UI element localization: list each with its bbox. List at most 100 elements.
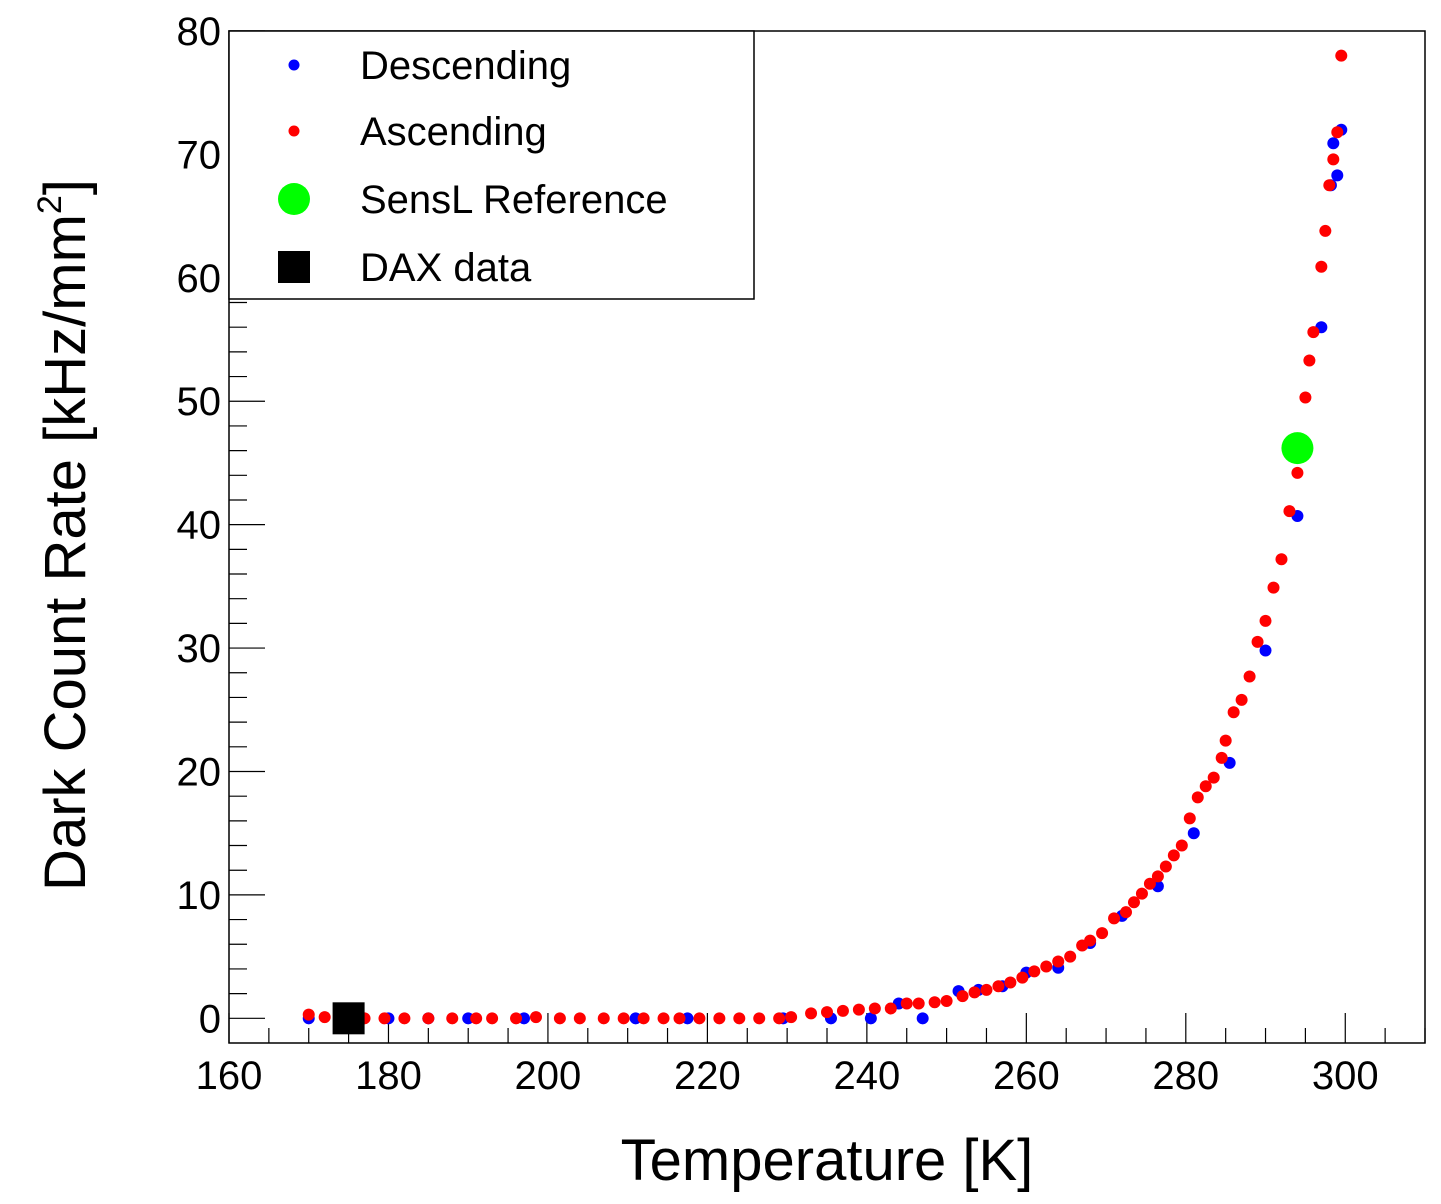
ascending-point xyxy=(912,997,925,1010)
ascending-point xyxy=(1327,153,1340,166)
ascending-point xyxy=(1215,751,1228,764)
ascending-point xyxy=(553,1012,566,1025)
y-tick-label: 20 xyxy=(177,750,222,794)
y-axis-label: Dark Count Rate [kHz/mm2] xyxy=(31,179,98,891)
ascending-point xyxy=(1040,960,1053,973)
ascending-point xyxy=(733,1012,746,1025)
y-tick-label: 60 xyxy=(177,257,222,301)
data-points xyxy=(302,49,1348,1035)
legend-box xyxy=(228,30,755,300)
ascending-point xyxy=(597,1012,610,1025)
ascending-point xyxy=(785,1011,798,1024)
ascending-point xyxy=(446,1012,459,1025)
ascending-point xyxy=(1028,965,1041,978)
ascending-point xyxy=(1323,179,1336,192)
x-tick-label: 240 xyxy=(833,1054,900,1098)
descending-point xyxy=(1327,137,1340,150)
legend-label-sensl: SensL Reference xyxy=(360,178,668,222)
ascending-point xyxy=(486,1012,499,1025)
y-tick-label: 0 xyxy=(199,997,221,1041)
ascending-point xyxy=(968,986,981,999)
ascending-point xyxy=(422,1012,435,1025)
legend-marker-descending xyxy=(288,59,300,71)
ascending-point xyxy=(713,1012,726,1025)
ascending-point xyxy=(821,1006,833,1019)
ascending-point xyxy=(992,980,1005,993)
ascending-point xyxy=(884,1002,897,1015)
ascending-point xyxy=(1004,976,1017,989)
ascending-point xyxy=(637,1012,650,1025)
ascending-point xyxy=(1243,670,1256,683)
ascending-point xyxy=(1319,224,1332,237)
ascending-point xyxy=(1143,877,1156,890)
ascending-point xyxy=(1084,934,1097,947)
descending-point xyxy=(1331,169,1344,182)
ascending-point xyxy=(1108,912,1121,925)
ascending-point xyxy=(1267,581,1280,594)
x-axis: 160 180 200 220 240 260 280 300 xyxy=(196,1013,1426,1098)
ascending-point xyxy=(318,1011,331,1024)
ascending-point xyxy=(1096,927,1109,940)
ascending-point xyxy=(1191,791,1204,804)
x-tick-label: 220 xyxy=(674,1054,741,1098)
ascending-point xyxy=(956,990,969,1003)
ascending-point xyxy=(836,1004,849,1017)
legend-label-descending: Descending xyxy=(360,44,571,88)
descending-point xyxy=(1187,827,1200,840)
legend-label-dax: DAX data xyxy=(360,246,532,290)
ascending-point xyxy=(1259,614,1272,627)
ascending-point xyxy=(470,1012,483,1025)
y-axis-label-sup: 2 xyxy=(31,195,69,214)
ascending-point xyxy=(980,983,993,996)
y-axis: 0 10 20 30 40 50 60 70 80 xyxy=(177,10,265,1041)
ascending-point xyxy=(852,1003,865,1016)
ascending-point xyxy=(573,1012,586,1025)
ascending-point xyxy=(1219,734,1232,747)
ascending-point xyxy=(1335,49,1348,62)
ascending-point xyxy=(1235,693,1248,706)
sensl-reference-point xyxy=(1281,432,1314,465)
ascending-point xyxy=(673,1012,686,1025)
x-tick-label: 260 xyxy=(993,1054,1060,1098)
x-tick-label: 160 xyxy=(196,1054,263,1098)
x-tick-label: 180 xyxy=(355,1054,422,1098)
ascending-point xyxy=(398,1012,411,1025)
legend-label-ascending: Ascending xyxy=(360,110,547,154)
y-tick-label: 40 xyxy=(177,504,222,548)
ascending-point xyxy=(868,1002,881,1015)
ascending-point xyxy=(1183,812,1196,825)
descending-point xyxy=(1259,644,1272,657)
ascending-point xyxy=(1299,391,1312,404)
legend-marker-sensl xyxy=(278,183,310,215)
ascending-point xyxy=(940,995,953,1008)
y-tick-label: 30 xyxy=(177,627,222,671)
ascending-point xyxy=(1052,955,1065,968)
x-tick-label: 280 xyxy=(1152,1054,1219,1098)
ascending-point xyxy=(1315,260,1328,273)
ascending-point xyxy=(693,1012,706,1025)
x-axis-label: Temperature [K] xyxy=(621,1128,1034,1193)
ascending-point xyxy=(1127,896,1140,909)
ascending-point xyxy=(1175,839,1188,852)
ascending-point xyxy=(1283,505,1296,518)
legend-marker-ascending xyxy=(288,125,300,137)
ascending-point xyxy=(900,997,913,1010)
ascending-point xyxy=(657,1012,670,1025)
y-tick-label: 70 xyxy=(177,133,222,177)
ascending-point xyxy=(1331,126,1344,139)
ascending-point xyxy=(1135,887,1148,900)
ascending-point xyxy=(1207,771,1220,784)
ascending-point xyxy=(1199,780,1212,793)
ascending-point xyxy=(302,1008,315,1021)
ascending-point xyxy=(617,1012,630,1025)
y-tick-label: 10 xyxy=(177,874,222,918)
ascending-point xyxy=(1159,860,1172,873)
ascending-point xyxy=(529,1011,542,1024)
legend-marker-dax xyxy=(278,251,310,283)
y-tick-label: 80 xyxy=(177,10,222,54)
y-axis-label-close: ] xyxy=(33,179,98,195)
ascending-point xyxy=(1303,354,1316,367)
ascending-point xyxy=(1064,950,1077,963)
y-tick-label: 50 xyxy=(177,380,222,424)
descending-point xyxy=(864,1012,877,1025)
